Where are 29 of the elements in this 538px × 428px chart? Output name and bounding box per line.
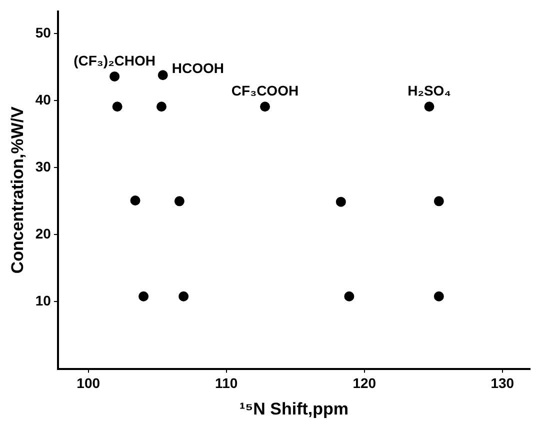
y-tick-label: 20 <box>35 226 52 242</box>
y-tick-label: 50 <box>35 24 52 40</box>
point <box>174 196 184 206</box>
point <box>156 102 166 112</box>
x-axis-title: ¹⁵N Shift,ppm <box>239 399 348 418</box>
point <box>336 196 346 207</box>
point <box>260 102 270 112</box>
y-tick-label: 40 <box>35 91 52 108</box>
point <box>158 70 168 80</box>
y-tick-label: 30 <box>35 158 52 174</box>
x-tick-label: 120 <box>352 375 376 392</box>
x-tick-label: 100 <box>76 375 100 392</box>
series-label: HCOOH <box>172 60 224 76</box>
point <box>178 291 189 302</box>
point <box>344 291 354 302</box>
point <box>434 196 444 206</box>
point <box>138 291 149 302</box>
point <box>434 291 444 302</box>
point <box>112 102 122 112</box>
series-label: CF₃COOH <box>231 82 299 99</box>
point <box>130 195 140 206</box>
point <box>424 102 434 112</box>
x-tick-label: 130 <box>490 375 514 392</box>
x-tick-label: 110 <box>215 375 238 392</box>
series-label: H₂SO₄ <box>408 82 451 99</box>
series-label: (CF₃)₂CHOH <box>74 52 156 68</box>
point <box>110 71 120 82</box>
y-axis-title: Concentration,%W/V <box>8 106 27 274</box>
y-tick-label: 10 <box>35 292 52 309</box>
